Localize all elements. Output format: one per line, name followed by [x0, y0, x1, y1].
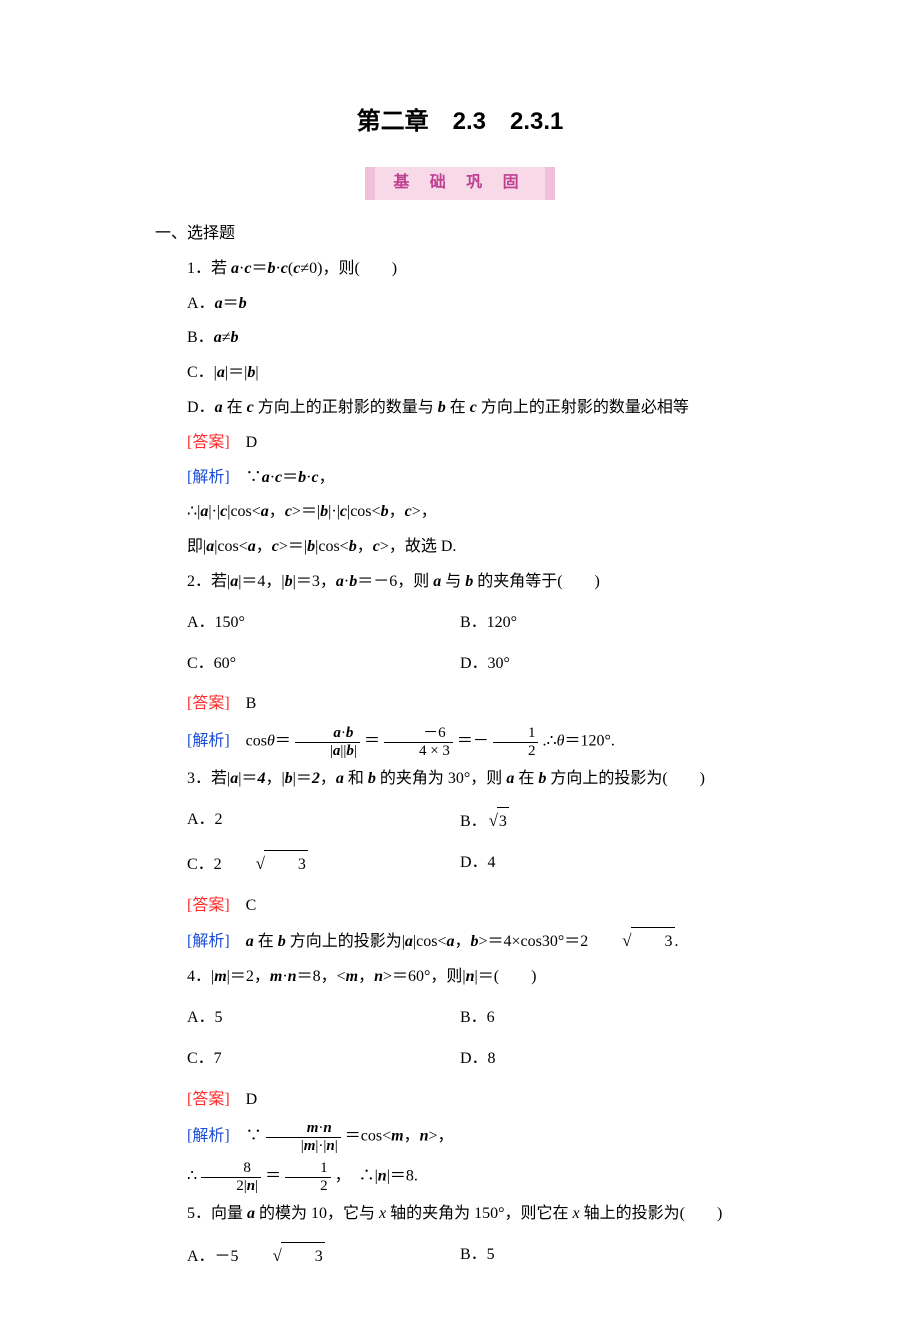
q4-optA: A．5: [155, 1004, 460, 1033]
q4-optD: D．8: [460, 1045, 765, 1074]
page-title: 第二章 2.3 2.3.1: [155, 100, 765, 143]
q3-optC: C．23: [155, 849, 460, 880]
q2-optD: D．30°: [460, 650, 765, 679]
q2-options-row2: C．60° D．30°: [155, 644, 765, 685]
q4-analysis-1: [解析] ∵ m·n|m|·|n| ＝cos<m，n>，: [155, 1120, 765, 1154]
q3-optA: A．2: [155, 806, 460, 837]
q1-answer: [答案] D: [155, 429, 765, 458]
banner-text: 基 础 巩 固: [365, 167, 554, 200]
q3-options-row2: C．23 D．4: [155, 843, 765, 886]
q2-options-row1: A．150° B．120°: [155, 603, 765, 644]
q1-stem: 1．若 a·c＝b·c(c≠0)，则( ): [155, 255, 765, 284]
q2-optB: B．120°: [460, 609, 765, 638]
q3-stem: 3．若|a|＝4，|b|＝2，a 和 b 的夹角为 30°，则 a 在 b 方向…: [155, 765, 765, 794]
q4-answer: [答案] D: [155, 1086, 765, 1115]
q2-analysis: [解析] cosθ＝ a·b|a||b| ＝ －64 × 3 ＝－ 12 .∴θ…: [155, 725, 765, 759]
q1-analysis-1: [解析] ∵a·c＝b·c，: [155, 464, 765, 493]
q3-options-row1: A．2 B．3: [155, 800, 765, 843]
q1-optA: A．a＝b: [155, 290, 765, 319]
q2-answer: [答案] B: [155, 690, 765, 719]
q5-optB: B．5: [460, 1241, 765, 1272]
q1-analysis-3: 即|a|cos<a，c>＝|b|cos<b，c>，故选 D.: [155, 533, 765, 562]
q4-analysis-2: ∴ 82|n| ＝ 12 ， ∴|n|＝8.: [155, 1160, 765, 1194]
q3-optD: D．4: [460, 849, 765, 880]
q1-optD: D．a 在 c 方向上的正射影的数量与 b 在 c 方向上的正射影的数量必相等: [155, 394, 765, 423]
q2-optC: C．60°: [155, 650, 460, 679]
q5-options-row1: A．－53 B．5: [155, 1235, 765, 1278]
q4-options-row1: A．5 B．6: [155, 998, 765, 1039]
q5-optA: A．－53: [155, 1241, 460, 1272]
q1-analysis-2: ∴|a|·|c|cos<a，c>＝|b|·|c|cos<b，c>，: [155, 498, 765, 527]
q4-options-row2: C．7 D．8: [155, 1039, 765, 1080]
q1-optC: C．|a|＝|b|: [155, 359, 765, 388]
section-banner: 基 础 巩 固: [155, 167, 765, 200]
q2-optA: A．150°: [155, 609, 460, 638]
q4-optB: B．6: [460, 1004, 765, 1033]
q3-analysis: [解析] a 在 b 方向上的投影为|a|cos<a，b>＝4×cos30°＝2…: [155, 926, 765, 957]
q1-optB: B．a≠b: [155, 324, 765, 353]
q5-stem: 5．向量 a 的模为 10，它与 x 轴的夹角为 150°，则它在 x 轴上的投…: [155, 1200, 765, 1229]
q4-optC: C．7: [155, 1045, 460, 1074]
q4-stem: 4．|m|＝2，m·n＝8，<m，n>＝60°，则|n|＝( ): [155, 963, 765, 992]
section-heading: 一、选择题: [155, 220, 765, 249]
q3-optB: B．3: [460, 806, 765, 837]
q2-stem: 2．若|a|＝4，|b|＝3，a·b＝－6，则 a 与 b 的夹角等于( ): [155, 568, 765, 597]
q3-answer: [答案] C: [155, 892, 765, 921]
